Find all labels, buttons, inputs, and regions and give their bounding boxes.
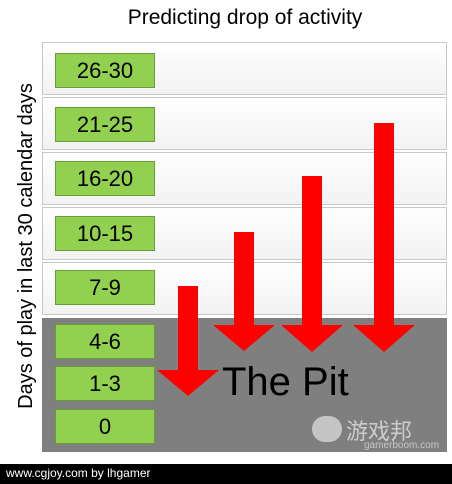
drop-arrow [281, 176, 343, 352]
pit-band-label: 4-6 [55, 324, 155, 359]
band-label: 10-15 [55, 216, 155, 251]
watermark-subtext: gamerboom.com [364, 440, 440, 451]
pit-band-label: 1-3 [55, 366, 155, 401]
footer-credit: www.cgjoy.com by lhgamer [6, 466, 151, 480]
drop-arrow [353, 123, 415, 352]
drop-arrow [157, 286, 219, 396]
pit-band-label: 0 [55, 409, 155, 444]
watermark-logo-icon [312, 416, 342, 442]
diagram-title: Predicting drop of activity [127, 6, 363, 29]
band-label: 7-9 [55, 270, 155, 305]
drop-arrow [213, 232, 275, 351]
watermark: 游戏邦 gamerboom.com [312, 414, 448, 454]
band-label: 16-20 [55, 161, 155, 196]
band-label: 26-30 [55, 53, 155, 88]
footer-bar: www.cgjoy.com by lhgamer [0, 464, 452, 484]
watermark-text: 游戏邦 [346, 419, 413, 444]
band-label: 21-25 [55, 107, 155, 142]
pit-title: The Pit [222, 360, 349, 404]
